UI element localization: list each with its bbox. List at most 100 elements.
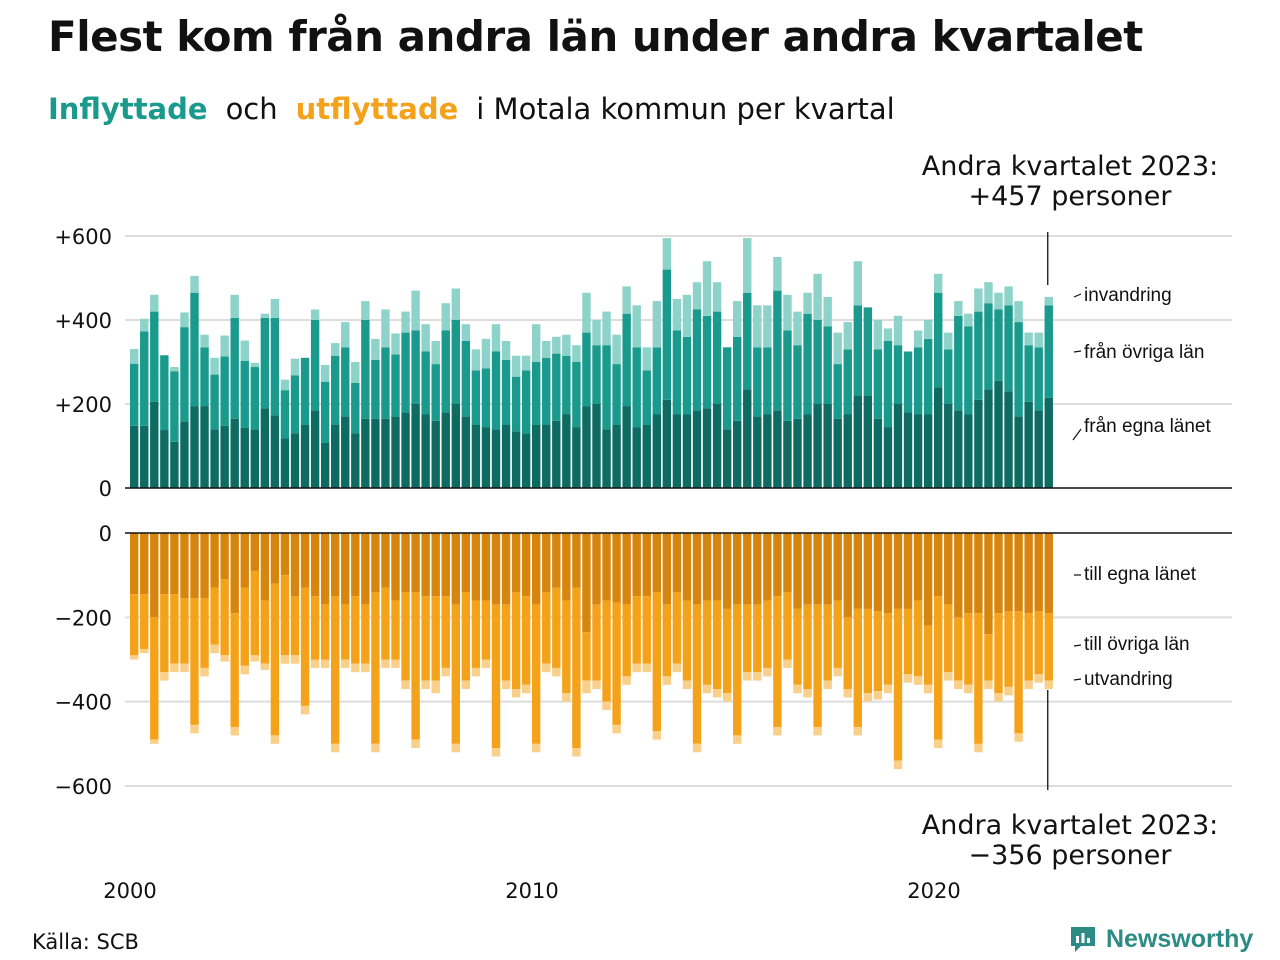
bar-out-1	[280, 575, 290, 656]
bar-in-2	[913, 330, 923, 348]
bar-out-1	[893, 608, 903, 761]
bar-out-0	[532, 533, 541, 605]
bar-out-1	[1014, 611, 1023, 734]
bar-out-2	[913, 676, 923, 685]
bar-out-1	[351, 596, 360, 664]
bar-out-0	[612, 533, 621, 603]
bar-in-1	[532, 362, 541, 425]
bar-in-1	[863, 307, 873, 396]
bar-out-1	[542, 592, 551, 664]
bar-out-1	[863, 608, 873, 694]
bar-in-1	[381, 347, 390, 419]
bar-out-0	[592, 533, 601, 605]
bar-out-1	[270, 583, 280, 736]
bar-out-1	[371, 592, 380, 744]
bar-in-0	[431, 420, 440, 488]
y-tick-label: −600	[54, 775, 112, 799]
label-layer: invandring från övriga län från egna länet…	[1072, 285, 1211, 690]
bar-out-1	[341, 604, 350, 660]
bar-out-1	[1024, 613, 1033, 681]
bar-in-1	[934, 292, 943, 388]
bar-out-0	[773, 533, 782, 597]
bar-out-1	[421, 596, 430, 681]
source-text: Källa: SCB	[32, 930, 139, 954]
bar-in-1	[461, 341, 471, 417]
bar-out-2	[934, 739, 943, 749]
bar-out-2	[1014, 733, 1023, 742]
bar-in-0	[1014, 416, 1023, 488]
bar-in-1	[230, 317, 239, 419]
y-tick-label: −400	[54, 691, 112, 715]
bar-out-0	[441, 533, 450, 597]
bar-in-2	[180, 312, 189, 328]
bar-in-1	[994, 309, 1003, 381]
bar-in-2	[954, 301, 963, 316]
bar-out-0	[652, 533, 661, 593]
bar-in-1	[371, 359, 380, 419]
subtitle-utflyttade: utflyttade	[295, 92, 459, 126]
bar-in-1	[793, 345, 802, 419]
bar-in-2	[813, 273, 822, 320]
bar-in-0	[180, 421, 189, 488]
annotation-bottom-line2: −356 personer	[968, 840, 1172, 871]
bar-out-0	[150, 533, 159, 618]
bar-in-0	[250, 429, 259, 488]
bar-out-2	[763, 667, 772, 677]
bar-in-0	[803, 414, 812, 488]
bar-out-0	[642, 533, 651, 597]
bar-out-2	[833, 667, 842, 677]
bar-out-0	[934, 533, 943, 597]
bar-out-1	[170, 594, 179, 664]
bar-out-0	[411, 533, 420, 593]
bar-in-0	[532, 425, 541, 488]
bar-in-2	[692, 282, 702, 310]
bar-out-2	[300, 705, 310, 715]
bar-out-0	[984, 533, 993, 635]
bar-out-1	[240, 587, 249, 666]
bar-out-0	[682, 533, 692, 601]
bar-in-1	[672, 330, 682, 415]
bar-out-0	[331, 533, 340, 597]
bar-in-0	[632, 427, 641, 488]
bar-out-2	[803, 689, 812, 698]
bar-out-2	[270, 735, 280, 744]
bar-in-2	[331, 343, 340, 356]
bar-out-2	[873, 691, 883, 700]
bar-out-0	[391, 533, 400, 601]
bar-out-1	[190, 598, 199, 725]
bar-in-1	[743, 292, 752, 390]
bar-out-2	[431, 680, 440, 694]
bar-in-2	[280, 379, 290, 391]
bar-out-0	[250, 533, 259, 571]
bar-in-1	[702, 315, 712, 409]
bar-in-1	[562, 355, 571, 415]
bar-out-1	[572, 587, 581, 749]
bar-out-0	[501, 533, 511, 605]
bar-in-1	[712, 311, 722, 404]
bar-in-0	[823, 404, 832, 488]
bar-out-2	[572, 748, 581, 757]
bar-in-1	[883, 341, 893, 428]
bar-out-1	[552, 587, 561, 668]
bar-in-2	[1034, 332, 1043, 348]
bar-in-0	[893, 404, 903, 488]
bar-in-2	[240, 340, 249, 361]
bar-out-2	[240, 665, 249, 675]
bar-in-0	[863, 395, 873, 488]
series-label-out: till övriga län	[1084, 634, 1190, 655]
bar-in-0	[682, 414, 692, 488]
subtitle-rest: i Motala kommun per kvartal	[476, 92, 895, 126]
bar-in-2	[542, 341, 551, 358]
bar-out-2	[160, 672, 169, 681]
bar-in-1	[1004, 305, 1013, 392]
bar-in-1	[913, 347, 923, 415]
bar-in-2	[793, 311, 802, 346]
bar-in-0	[461, 416, 471, 488]
bar-in-0	[280, 438, 290, 488]
bar-out-2	[602, 701, 611, 711]
bar-in-0	[220, 425, 229, 488]
y-tick-label: −200	[54, 606, 112, 630]
bar-in-0	[381, 418, 390, 488]
bar-in-1	[331, 355, 340, 425]
bar-out-1	[160, 594, 169, 673]
